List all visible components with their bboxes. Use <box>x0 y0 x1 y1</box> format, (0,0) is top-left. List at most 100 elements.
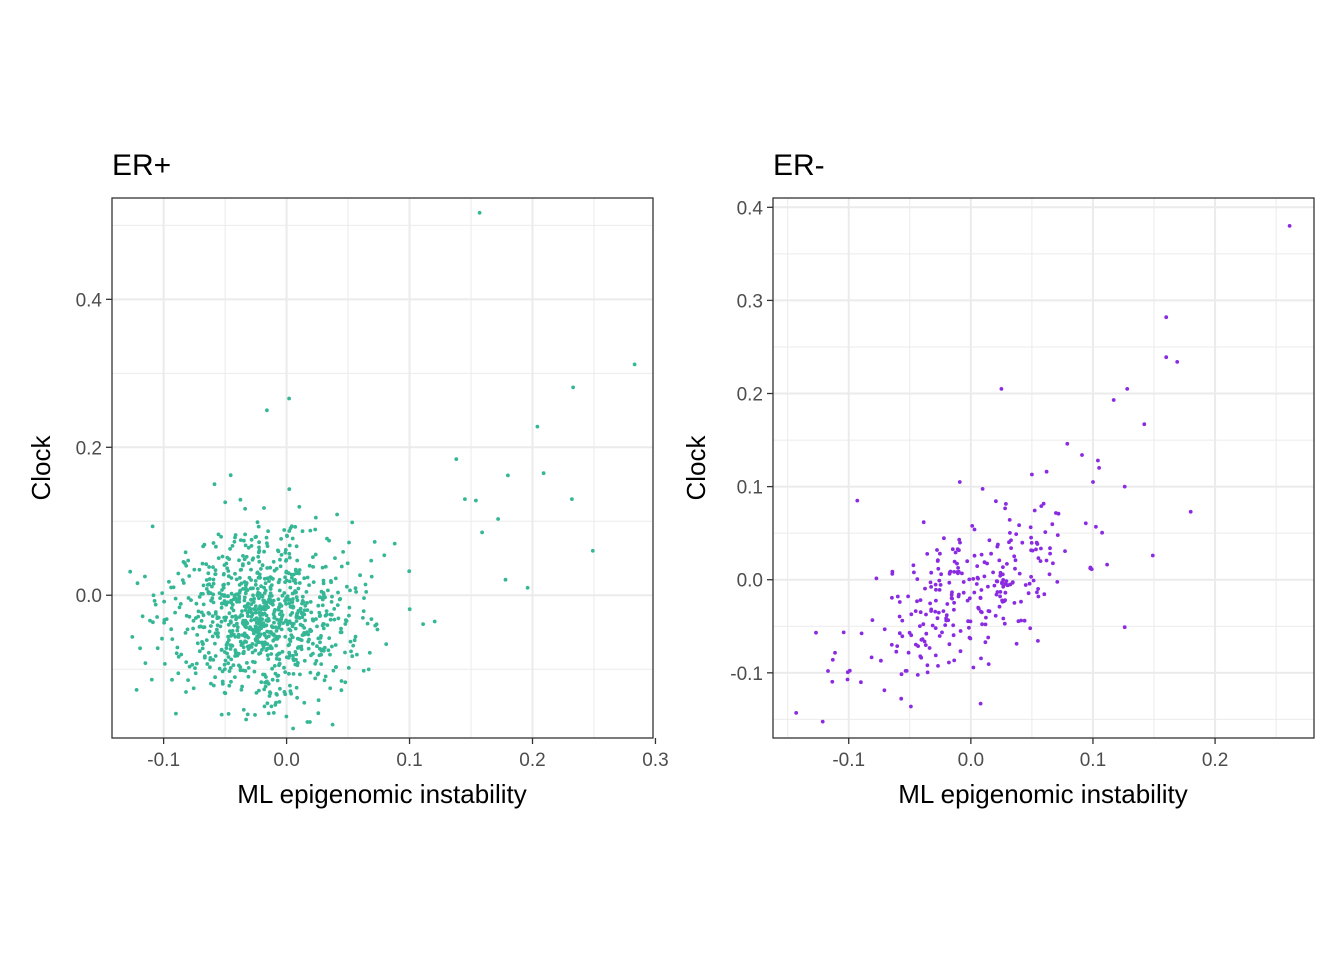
data-point <box>299 647 304 652</box>
data-point <box>134 688 139 692</box>
data-point <box>921 520 926 525</box>
data-point <box>270 666 274 671</box>
data-point <box>219 648 224 652</box>
data-point <box>365 621 370 626</box>
data-point <box>211 600 216 605</box>
data-point <box>972 590 977 595</box>
data-point <box>1105 562 1109 567</box>
data-point <box>227 638 231 642</box>
data-point <box>308 600 313 604</box>
data-point <box>921 622 926 627</box>
data-point <box>228 666 233 670</box>
data-point <box>994 499 998 504</box>
data-point <box>215 627 219 632</box>
data-point <box>276 625 281 630</box>
data-point <box>192 567 197 572</box>
data-point <box>278 686 282 691</box>
data-point <box>204 562 209 567</box>
data-point <box>257 634 261 639</box>
data-point <box>291 672 296 676</box>
data-point <box>936 610 941 615</box>
data-point <box>207 577 212 581</box>
data-point <box>287 627 292 632</box>
data-point <box>201 642 205 646</box>
data-point <box>267 579 271 583</box>
data-point <box>242 631 247 636</box>
data-point <box>233 614 238 618</box>
data-point <box>325 536 329 541</box>
data-point <box>271 711 276 715</box>
data-point <box>176 571 181 576</box>
data-point <box>480 530 484 535</box>
data-point <box>287 579 292 584</box>
data-point <box>263 680 267 685</box>
data-point <box>227 669 232 673</box>
data-point <box>234 596 238 601</box>
data-point <box>200 646 205 651</box>
data-point <box>203 654 207 659</box>
data-point <box>187 574 192 578</box>
data-point <box>983 640 988 645</box>
data-point <box>253 535 258 539</box>
data-point <box>325 623 330 627</box>
data-point <box>306 646 311 651</box>
data-point <box>928 601 932 606</box>
data-point <box>915 673 920 677</box>
data-point <box>323 564 328 569</box>
data-point <box>951 633 956 638</box>
data-point <box>454 457 459 461</box>
data-point <box>245 611 250 615</box>
data-point <box>280 649 285 654</box>
data-point <box>175 645 180 650</box>
data-point <box>269 652 274 656</box>
data-point <box>268 591 273 596</box>
data-point <box>362 596 366 600</box>
data-point <box>253 582 258 587</box>
data-point <box>961 580 966 584</box>
data-point <box>197 649 202 654</box>
data-point <box>275 674 280 678</box>
data-point <box>262 704 267 709</box>
data-point <box>277 663 281 668</box>
data-point <box>957 480 962 484</box>
data-point <box>906 594 910 599</box>
data-point <box>232 623 237 628</box>
data-point <box>900 618 905 623</box>
data-point <box>240 609 244 613</box>
data-point <box>927 646 932 650</box>
data-point <box>1000 580 1004 585</box>
data-point <box>978 595 983 600</box>
data-point <box>205 662 210 666</box>
data-point <box>1003 506 1007 511</box>
data-point <box>223 500 228 505</box>
data-point <box>890 572 895 576</box>
data-point <box>299 638 304 643</box>
data-point <box>978 701 983 706</box>
data-point <box>251 593 255 598</box>
data-point <box>204 578 209 582</box>
data-point <box>918 598 923 602</box>
data-point <box>1013 566 1017 571</box>
data-point <box>197 595 202 599</box>
data-point <box>209 624 213 628</box>
data-point <box>211 577 216 582</box>
data-point <box>304 590 309 594</box>
data-point <box>207 629 212 634</box>
data-point <box>937 578 942 583</box>
data-point <box>149 677 154 682</box>
data-point <box>283 670 288 674</box>
data-point <box>316 698 321 703</box>
data-point <box>1054 511 1058 515</box>
data-point <box>897 614 902 619</box>
data-point <box>294 685 299 690</box>
data-point <box>945 602 950 606</box>
data-point <box>233 654 238 658</box>
data-point <box>246 561 251 565</box>
data-point <box>315 644 319 649</box>
data-point <box>251 659 255 664</box>
data-point <box>1065 441 1070 446</box>
data-point <box>951 623 956 628</box>
data-point <box>353 634 358 639</box>
data-point <box>187 664 192 669</box>
data-point <box>233 535 237 540</box>
